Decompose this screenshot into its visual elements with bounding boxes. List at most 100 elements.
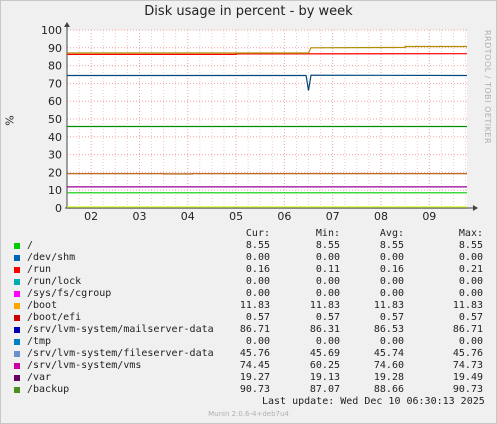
y-tick-label: 80 <box>48 60 62 73</box>
legend-avg-value: 88.66 <box>373 384 404 395</box>
legend-max-value: 45.76 <box>452 348 483 359</box>
y-tick-label: 60 <box>48 95 62 108</box>
legend-label: /srv/lvm-system/mailserver-data <box>27 324 214 335</box>
legend-avg-value: 0.57 <box>379 312 404 323</box>
legend-swatch <box>14 375 20 381</box>
legend-max-value: 86.71 <box>452 324 483 335</box>
legend-min-value: 0.00 <box>315 336 340 347</box>
legend-row: /boot/efi 0.57 0.57 0.57 0.57 <box>12 312 492 324</box>
legend-min-value: 0.57 <box>315 312 340 323</box>
munin-version: Munin 2.0.6-4+deb7u4 <box>208 410 289 418</box>
legend-swatch <box>14 243 20 249</box>
legend-max-value: 19.49 <box>452 372 483 383</box>
y-tick-label: 20 <box>48 166 62 179</box>
legend-cur-value: 0.16 <box>245 264 270 275</box>
legend-label: /run <box>27 264 52 275</box>
legend-row: /var 19.27 19.13 19.28 19.49 <box>12 372 492 384</box>
x-tick-label: 03 <box>132 210 146 223</box>
legend-label: /sys/fs/cgroup <box>27 288 112 299</box>
legend-cur-value: 86.71 <box>239 324 270 335</box>
legend-swatch <box>14 387 20 393</box>
x-tick-label: 06 <box>277 210 291 223</box>
legend-avg-value: 0.00 <box>379 252 404 263</box>
legend-label: /srv/lvm-system/vms <box>27 360 142 371</box>
legend-cur-value: 0.00 <box>245 288 270 299</box>
legend-avg-value: 8.55 <box>379 240 404 251</box>
y-axis-arrow <box>64 22 70 27</box>
legend-swatch <box>14 363 20 369</box>
legend-avg-value: 0.16 <box>379 264 404 275</box>
header-avg: Avg: <box>379 228 404 239</box>
legend-swatch <box>14 315 20 321</box>
legend-swatch <box>14 267 20 273</box>
legend-swatch <box>14 339 20 345</box>
header-min: Min: <box>315 228 340 239</box>
legend-min-value: 87.07 <box>309 384 340 395</box>
legend-avg-value: 0.00 <box>379 336 404 347</box>
y-tick-label: 30 <box>48 149 62 162</box>
legend-min-value: 11.83 <box>309 300 340 311</box>
legend-cur-value: 8.55 <box>245 240 270 251</box>
legend-max-value: 74.73 <box>452 360 483 371</box>
legend-avg-value: 45.74 <box>373 348 404 359</box>
legend-swatch <box>14 279 20 285</box>
legend-label: /boot <box>27 300 58 311</box>
legend-row: /run 0.16 0.11 0.16 0.21 <box>12 264 492 276</box>
y-tick-label: 50 <box>48 113 62 126</box>
legend-avg-value: 0.00 <box>379 276 404 287</box>
y-tick-label: 10 <box>48 184 62 197</box>
legend-min-value: 8.55 <box>315 240 340 251</box>
legend-row: /tmp 0.00 0.00 0.00 0.00 <box>12 336 492 348</box>
legend-avg-value: 19.28 <box>373 372 404 383</box>
legend-row: /backup 90.73 87.07 88.66 90.73 <box>12 384 492 396</box>
legend-cur-value: 74.45 <box>239 360 270 371</box>
y-tick-label: 0 <box>55 202 62 215</box>
legend: Cur: Min: Avg: Max: / 8.55 8.55 8.55 8.55/de… <box>12 228 492 396</box>
header-max: Max: <box>458 228 483 239</box>
legend-label: / <box>27 240 34 251</box>
plot-area: 0 10 20 30 40 50 60 70 80 90 100 02 03 04 05 06 07 08 09 <box>41 22 478 223</box>
legend-row: / 8.55 8.55 8.55 8.55 <box>12 240 492 252</box>
series-line <box>67 53 468 56</box>
x-axis-arrow <box>473 205 478 211</box>
legend-cur-value: 19.27 <box>239 372 270 383</box>
legend-min-value: 45.69 <box>309 348 340 359</box>
legend-swatch <box>14 291 20 297</box>
legend-avg-value: 0.00 <box>379 288 404 299</box>
legend-row: /boot 11.83 11.83 11.83 11.83 <box>12 300 492 312</box>
legend-header: Cur: Min: Avg: Max: <box>12 228 492 240</box>
legend-cur-value: 0.57 <box>245 312 270 323</box>
legend-label: /backup <box>27 384 70 395</box>
legend-cur-value: 45.76 <box>239 348 270 359</box>
legend-cur-value: 0.00 <box>245 276 270 287</box>
legend-min-value: 60.25 <box>309 360 340 371</box>
series-line <box>67 45 467 54</box>
legend-row: /srv/lvm-system/vms 74.45 60.25 74.60 74.73 <box>12 360 492 372</box>
chart-title: Disk usage in percent - by week <box>144 4 353 19</box>
legend-max-value: 0.00 <box>458 252 483 263</box>
y-tick-label: 90 <box>48 42 62 55</box>
legend-max-value: 0.21 <box>458 264 483 275</box>
legend-min-value: 0.00 <box>315 252 340 263</box>
legend-avg-value: 74.60 <box>373 360 404 371</box>
legend-swatch <box>14 255 20 261</box>
y-tick-label: 70 <box>48 77 62 90</box>
legend-avg-value: 86.53 <box>373 324 404 335</box>
y-tick-label: 40 <box>48 131 62 144</box>
last-update: Last update: Wed Dec 10 06:30:13 2025 <box>262 396 485 407</box>
legend-cur-value: 90.73 <box>239 384 270 395</box>
legend-min-value: 0.00 <box>315 288 340 299</box>
legend-min-value: 19.13 <box>309 372 340 383</box>
x-tick-label: 05 <box>229 210 243 223</box>
legend-max-value: 0.00 <box>458 336 483 347</box>
legend-label: /dev/shm <box>27 252 76 263</box>
legend-min-value: 86.31 <box>309 324 340 335</box>
legend-max-value: 11.83 <box>452 300 483 311</box>
legend-swatch <box>14 351 20 357</box>
legend-swatch <box>14 327 20 333</box>
y-tick-label: 100 <box>41 24 62 37</box>
legend-max-value: 8.55 <box>458 240 483 251</box>
legend-label: /tmp <box>27 336 52 347</box>
legend-swatch <box>14 303 20 309</box>
legend-max-value: 90.73 <box>452 384 483 395</box>
